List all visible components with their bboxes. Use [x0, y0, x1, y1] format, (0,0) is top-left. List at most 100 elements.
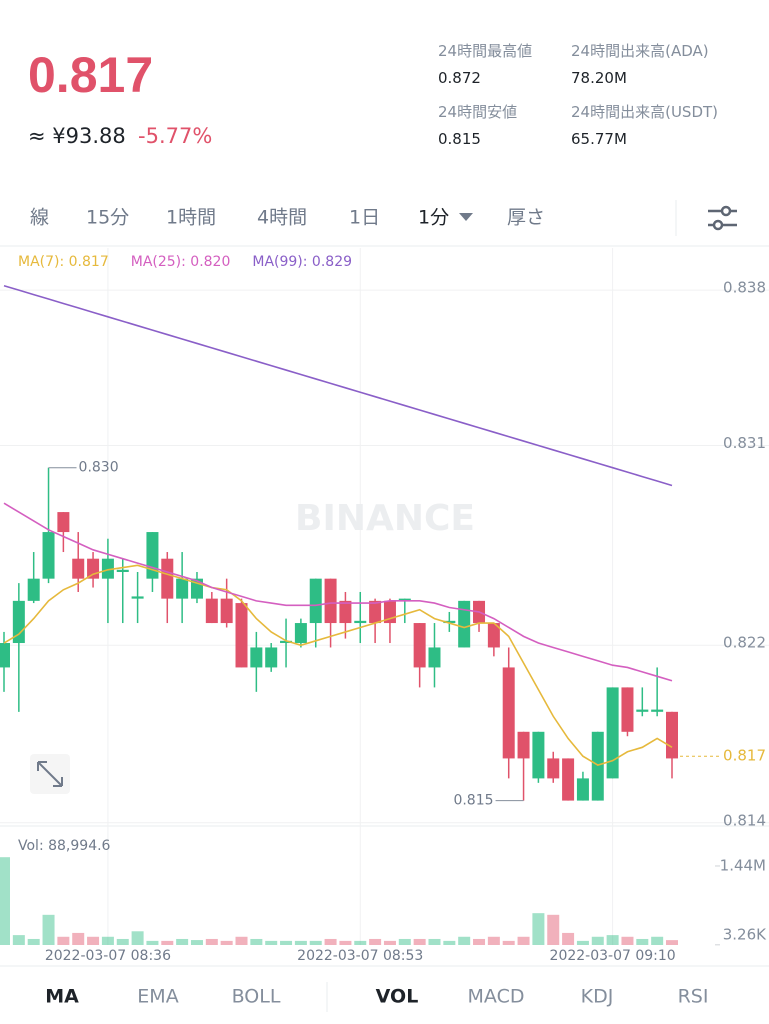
tab-active[interactable]: 1分	[418, 207, 449, 229]
ma-legend: MA(99): 0.829	[252, 254, 352, 270]
candle-body	[101, 558, 114, 579]
candle-body	[27, 578, 40, 601]
candle-body	[547, 758, 560, 779]
cny-price: ≈ ¥93.88	[28, 124, 126, 148]
volume-bar	[176, 938, 189, 945]
candle-body	[651, 709, 664, 712]
volume-bar	[146, 940, 159, 945]
volume-bar	[57, 936, 70, 945]
stat-label: 24時間最高値	[438, 42, 533, 60]
volume-bar	[502, 940, 515, 945]
candle-body	[621, 687, 634, 732]
volume-bar	[324, 938, 337, 945]
last-price-label: 0.817	[723, 747, 766, 765]
volume-bar	[27, 938, 40, 945]
high-label: 0.830	[79, 460, 119, 476]
candle-body	[131, 596, 144, 599]
candle-body	[502, 667, 515, 759]
volume-bar	[413, 938, 426, 945]
volume-bar	[369, 938, 382, 945]
candle-body	[72, 558, 85, 579]
candle-body	[562, 758, 575, 801]
tab[interactable]: 厚さ	[507, 207, 545, 229]
candle-body	[354, 620, 367, 624]
y-tick-label: 0.822	[723, 634, 766, 652]
volume-bar	[12, 935, 25, 945]
volume-bar	[220, 940, 233, 945]
volume-bar	[205, 938, 218, 945]
tab[interactable]: 4時間	[257, 207, 307, 229]
candle-body	[428, 647, 441, 668]
indicator-tab[interactable]: BOLL	[232, 986, 281, 1008]
volume-bar	[547, 914, 560, 945]
expand-icon[interactable]	[30, 754, 70, 794]
indicator-tab[interactable]: MACD	[468, 986, 525, 1008]
dropdown-arrow[interactable]	[459, 213, 473, 221]
y-tick-label: 0.814	[723, 811, 766, 829]
candle-body	[294, 623, 307, 644]
volume-bar	[621, 936, 634, 945]
volume-bar	[294, 940, 307, 945]
indicator-tab[interactable]: VOL	[376, 986, 419, 1008]
low-label: 0.815	[453, 793, 493, 809]
volume-bar	[487, 936, 500, 945]
stat-value: 78.20M	[571, 69, 627, 87]
candle-body	[576, 778, 589, 801]
candle-body	[161, 558, 174, 599]
volume-bar	[309, 940, 322, 945]
candle-body	[636, 709, 649, 712]
volume-bar	[666, 940, 678, 945]
volume-bar	[651, 936, 664, 945]
volume-bar	[101, 936, 114, 945]
candle-body	[250, 647, 263, 668]
stat-label: 24時間安値	[438, 103, 518, 121]
tab[interactable]: 線	[30, 207, 49, 229]
indicator-tab[interactable]: MA	[45, 986, 79, 1008]
tab[interactable]: 15分	[86, 207, 129, 229]
candle-body	[116, 569, 129, 573]
indicator-tab[interactable]: RSI	[678, 986, 709, 1008]
volume-bar	[116, 938, 129, 945]
x-tick-label: 2022-03-07 09:10	[550, 948, 676, 964]
settings-icon[interactable]	[708, 205, 737, 231]
y-tick-label: 0.838	[723, 279, 766, 297]
volume-bar	[235, 936, 248, 945]
change: -5.77%	[138, 124, 213, 148]
volume-bar	[562, 932, 575, 945]
volume-bar	[398, 938, 411, 945]
indicator-tab[interactable]: KDJ	[581, 986, 614, 1008]
candle-body	[591, 731, 604, 801]
stat-value: 0.815	[438, 130, 481, 148]
candle-body	[324, 578, 337, 624]
candle-body	[87, 558, 100, 579]
volume-tick-label: 3.26K	[723, 926, 767, 944]
volume-bar	[190, 940, 203, 945]
candle-body	[220, 598, 233, 624]
candle-body	[666, 711, 678, 759]
volume-bar	[0, 857, 10, 945]
candle-body	[309, 578, 322, 624]
indicator-tab[interactable]: EMA	[137, 986, 178, 1008]
ma-line	[3, 284, 673, 487]
watermark: BINANCE	[295, 498, 475, 539]
candle-body	[42, 532, 55, 579]
volume-bar	[591, 936, 604, 945]
volume-bar	[443, 940, 456, 945]
candle-body	[443, 620, 456, 624]
candle-body	[398, 598, 411, 601]
candle-body	[205, 598, 218, 624]
y-tick-label: 0.831	[723, 434, 766, 452]
candle-body	[413, 623, 426, 668]
ma-legend: MA(7): 0.817	[18, 254, 109, 270]
volume-bar	[532, 913, 545, 945]
candle-body	[265, 647, 278, 668]
tab[interactable]: 1時間	[166, 207, 216, 229]
ma-line	[3, 564, 673, 766]
candle-body	[532, 731, 545, 779]
x-tick-label: 2022-03-07 08:36	[45, 948, 171, 964]
tab[interactable]: 1日	[349, 207, 380, 229]
stat-label: 24時間出来高(USDT)	[571, 103, 719, 121]
volume-bar	[131, 931, 144, 945]
candle-body	[487, 623, 500, 648]
